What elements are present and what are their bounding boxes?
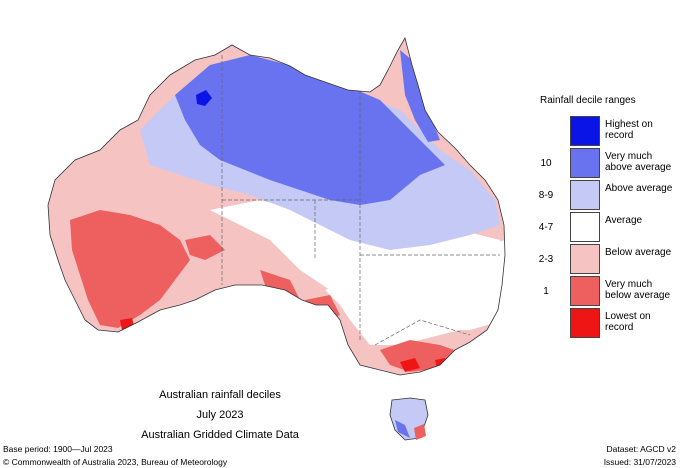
legend-label: Very much above average xyxy=(605,151,672,173)
legend-range: 8-9 xyxy=(538,190,554,201)
lowest-on-record-vic xyxy=(400,358,420,372)
legend-swatch xyxy=(570,180,600,210)
very-much-above-average-area xyxy=(175,55,445,205)
legend-swatch xyxy=(570,308,600,338)
map-source: Australian Gridded Climate Data xyxy=(141,429,299,441)
legend-range: 1 xyxy=(543,286,549,297)
australia-coastline xyxy=(47,36,506,376)
lowest-on-record-sw xyxy=(120,318,134,330)
legend-swatch xyxy=(570,116,600,146)
legend-label: Very much below average xyxy=(605,279,671,301)
legend-range: 10 xyxy=(540,158,552,169)
tasmania-very-much-below xyxy=(414,424,426,440)
copyright: © Commonwealth of Australia 2023, Bureau… xyxy=(3,457,228,467)
legend-range: 2-3 xyxy=(538,254,554,265)
highest-on-record-spot xyxy=(196,90,212,106)
legend-label: Average xyxy=(605,215,643,226)
legend-swatch xyxy=(570,276,600,306)
issued-date: Issued: 31/07/2023 xyxy=(603,457,676,467)
legend-title: Rainfall decile ranges xyxy=(540,95,636,106)
legend-swatch xyxy=(570,148,600,178)
tasmania-very-much-above xyxy=(395,420,410,438)
map-period: July 2023 xyxy=(196,409,244,421)
legend-label: Highest on record xyxy=(605,119,653,141)
base-period: Base period: 1900—Jul 2023 xyxy=(3,444,113,454)
legend-range: 4-7 xyxy=(538,222,554,233)
legend-swatch xyxy=(570,212,600,242)
very-much-below-average-central xyxy=(185,235,225,260)
legend-label: Below average xyxy=(605,247,672,258)
dataset: Dataset: AGCD v2 xyxy=(606,444,676,454)
average-area-se xyxy=(325,240,505,330)
legend-label: Lowest on record xyxy=(605,311,651,333)
map-title: Australian rainfall deciles xyxy=(159,389,281,401)
nsw-vic-border xyxy=(374,319,471,346)
very-much-below-average-wa xyxy=(70,210,190,328)
legend-label: Above average xyxy=(605,183,673,194)
legend-swatch xyxy=(570,244,600,274)
